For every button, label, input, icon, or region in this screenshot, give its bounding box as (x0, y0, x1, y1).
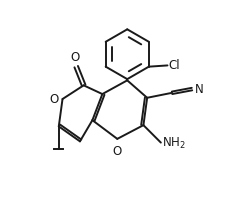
Text: O: O (70, 51, 80, 64)
Text: Cl: Cl (169, 59, 180, 72)
Text: NH$_2$: NH$_2$ (162, 136, 186, 151)
Text: N: N (195, 83, 203, 96)
Text: O: O (113, 145, 122, 158)
Text: O: O (50, 92, 59, 105)
